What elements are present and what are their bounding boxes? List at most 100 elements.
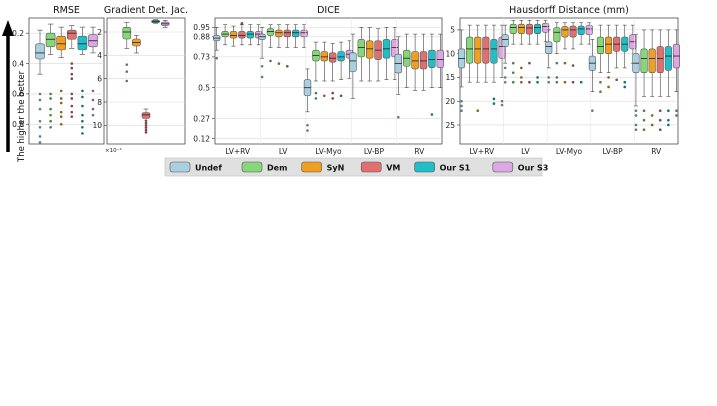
y-tick-label: 5 (450, 26, 455, 35)
outlier-point (269, 59, 272, 63)
box-body (664, 46, 672, 71)
outlier-point (460, 104, 463, 108)
panel-title: Hausdorff Distance (mm) (509, 5, 629, 16)
box-syn (604, 24, 613, 89)
x-tick-label: LV-BP (603, 147, 624, 156)
box-body (604, 36, 613, 54)
box-body (275, 29, 283, 38)
outlier-point (520, 66, 523, 70)
outlier-point (144, 124, 148, 127)
box-vm (482, 24, 490, 83)
outlier-point (476, 109, 480, 113)
box-body (365, 40, 374, 59)
outlier-point (306, 123, 309, 127)
outlier-point (599, 80, 602, 84)
chart-panel-1: RMSE 0.2 0.4 0.6 0.8 (12, 5, 105, 145)
outlier-point (49, 126, 52, 129)
box-body (640, 48, 648, 73)
outlier-point (536, 76, 539, 79)
outlier-point (144, 121, 148, 125)
box-vm (419, 33, 428, 91)
box-vm (613, 24, 621, 82)
box-vm (525, 20, 534, 84)
box-syn (411, 33, 419, 91)
box-body (474, 36, 482, 64)
outlier-point (503, 76, 507, 79)
y-tick-label: 4 (97, 51, 102, 60)
outlier-point (240, 22, 244, 25)
box-syn (229, 25, 238, 47)
box-body (509, 23, 517, 34)
box-body (246, 31, 254, 39)
box-syn (517, 20, 525, 84)
box-undef (588, 39, 596, 113)
box-dem (402, 33, 411, 89)
outlier-point (520, 80, 523, 84)
box-dem (221, 24, 229, 46)
x-tick-label: LV+RV (225, 147, 251, 156)
x-tick-label: LV (279, 147, 288, 156)
outlier-point (650, 123, 654, 127)
box-body (122, 27, 132, 40)
box-body (585, 24, 593, 35)
chart-panel-4: Hausdorff Distance (mm) 5 10 15 20 25 LV+RV LV L… (445, 5, 681, 156)
outlier-point (579, 80, 583, 84)
box-our-s1 (77, 26, 88, 135)
y-tick-label: 0.2 (12, 29, 24, 38)
outlier-point (49, 119, 52, 123)
box-body (67, 29, 77, 40)
box-dem (466, 24, 474, 83)
box-body (77, 35, 88, 51)
box-undef (545, 29, 553, 84)
box-our-s3 (88, 26, 98, 117)
box-syn (56, 26, 67, 126)
box-body (266, 28, 275, 36)
outlier-point (623, 85, 627, 89)
y-tick-label: 2 (97, 28, 102, 37)
outlier-point (70, 115, 74, 118)
box-body (569, 25, 577, 38)
outlier-point (500, 103, 504, 107)
box-body (419, 51, 428, 70)
box-undef (213, 27, 221, 60)
outlier-point (528, 80, 531, 84)
box-dem (312, 41, 320, 100)
outlier-point (571, 64, 575, 67)
outlier-point (49, 113, 52, 117)
y-tick-label: 0.27 (193, 114, 210, 123)
outlier-point (38, 126, 42, 129)
outlier-point (634, 114, 638, 117)
y-tick-label: 10 (92, 121, 102, 130)
box-body (337, 51, 345, 62)
box-body (545, 41, 553, 54)
outlier-point (634, 109, 638, 113)
box-undef (349, 33, 357, 99)
outlier-point (306, 129, 309, 132)
legend-label: Our S3 (518, 164, 549, 173)
outlier-point (38, 119, 42, 123)
outlier-point (38, 92, 42, 96)
y-tick-label: 10 (445, 49, 455, 58)
box-body (466, 36, 474, 64)
outlier-point (81, 113, 84, 117)
box-our-s3 (436, 33, 444, 89)
y-tick-label: 0.8 (12, 120, 24, 129)
outlier-point (70, 110, 74, 114)
y-tick-label: 15 (445, 73, 455, 82)
outlier-point (615, 78, 618, 82)
box-body (656, 46, 664, 73)
box-undef (632, 34, 640, 132)
outlier-point (623, 80, 627, 84)
box-body (596, 36, 605, 54)
exponent-label: ×10⁻² (105, 147, 122, 154)
box-our-s1 (664, 29, 672, 127)
outlier-point (277, 62, 281, 65)
box-body (501, 34, 509, 47)
box-vm (656, 29, 664, 132)
box-body (238, 31, 246, 39)
outlier-point (430, 113, 434, 116)
outlier-point (650, 114, 654, 117)
outlier-point (125, 63, 129, 66)
legend-item: Our S3 (492, 161, 549, 173)
